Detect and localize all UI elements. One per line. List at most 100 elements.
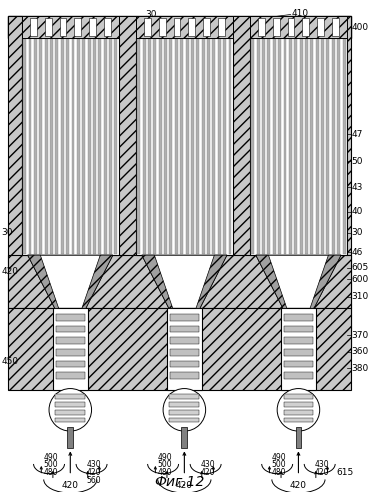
Bar xyxy=(56,418,85,422)
Bar xyxy=(191,38,194,254)
Bar xyxy=(66,38,69,254)
Bar xyxy=(30,18,37,36)
Bar xyxy=(136,38,233,255)
Bar xyxy=(262,38,265,254)
Bar xyxy=(337,38,340,254)
Bar xyxy=(56,314,85,321)
Bar xyxy=(332,18,339,36)
Text: 400: 400 xyxy=(352,22,369,32)
Bar xyxy=(88,38,91,254)
Bar xyxy=(218,38,221,254)
Text: 430: 430 xyxy=(86,460,101,469)
Bar xyxy=(229,38,232,254)
Bar xyxy=(273,38,276,254)
Text: 500: 500 xyxy=(272,460,286,469)
Bar xyxy=(278,38,281,254)
Bar xyxy=(212,38,215,254)
Bar xyxy=(284,360,313,368)
Text: 490: 490 xyxy=(158,452,172,462)
Bar xyxy=(170,349,199,356)
Text: 30: 30 xyxy=(146,10,157,19)
Text: 30: 30 xyxy=(352,228,363,237)
Bar xyxy=(326,38,329,254)
Bar xyxy=(223,38,226,254)
Bar xyxy=(169,394,199,399)
Bar xyxy=(233,16,250,350)
Bar xyxy=(170,360,199,368)
Bar xyxy=(202,38,205,254)
Text: 480: 480 xyxy=(272,468,286,477)
Bar xyxy=(89,18,96,36)
Bar xyxy=(283,394,313,399)
Text: 490: 490 xyxy=(272,452,286,462)
Bar xyxy=(61,38,64,254)
Bar xyxy=(186,38,189,254)
Bar xyxy=(56,372,85,379)
Bar xyxy=(343,38,346,254)
Polygon shape xyxy=(256,255,287,308)
Bar xyxy=(77,38,80,254)
Text: 500: 500 xyxy=(44,460,58,469)
Bar xyxy=(283,38,286,254)
Bar xyxy=(45,38,48,254)
Bar xyxy=(170,372,199,379)
Bar xyxy=(289,38,292,254)
Text: 600: 600 xyxy=(352,275,369,284)
Bar xyxy=(164,38,167,254)
Text: 480: 480 xyxy=(44,468,58,477)
Text: 420: 420 xyxy=(200,468,215,477)
Text: 420: 420 xyxy=(1,267,18,276)
Bar xyxy=(98,38,101,254)
Polygon shape xyxy=(310,255,341,308)
Bar xyxy=(181,427,187,448)
Circle shape xyxy=(277,388,320,431)
Bar xyxy=(175,38,178,254)
Bar xyxy=(9,16,351,38)
Bar xyxy=(137,38,140,254)
Bar xyxy=(180,38,183,254)
Polygon shape xyxy=(256,255,341,308)
Bar xyxy=(142,38,145,254)
Bar xyxy=(136,16,233,38)
Bar xyxy=(207,38,210,254)
Text: 310: 310 xyxy=(352,292,369,301)
Bar xyxy=(250,16,347,38)
Text: 380: 380 xyxy=(352,364,369,373)
Bar xyxy=(196,38,199,254)
Bar xyxy=(203,18,210,36)
Bar xyxy=(284,349,313,356)
Text: 360: 360 xyxy=(352,348,369,356)
Bar xyxy=(9,255,351,308)
Polygon shape xyxy=(142,255,227,308)
Bar xyxy=(337,16,351,350)
Bar xyxy=(284,326,313,332)
Bar xyxy=(170,338,199,344)
Text: 560: 560 xyxy=(86,476,101,485)
Bar xyxy=(53,308,88,390)
Bar xyxy=(56,410,85,414)
Text: 370: 370 xyxy=(352,331,369,340)
Bar xyxy=(56,360,85,368)
Bar xyxy=(45,18,51,36)
Bar xyxy=(104,38,107,254)
Polygon shape xyxy=(82,255,113,308)
Bar xyxy=(60,18,66,36)
Text: 430: 430 xyxy=(200,460,215,469)
Text: 420: 420 xyxy=(86,468,101,477)
Bar xyxy=(283,402,313,407)
Bar xyxy=(34,38,37,254)
Bar xyxy=(170,314,199,321)
Bar xyxy=(104,18,111,36)
Text: 410: 410 xyxy=(292,9,309,18)
Text: 30: 30 xyxy=(1,228,13,237)
Bar xyxy=(281,308,316,390)
Bar xyxy=(82,38,85,254)
Bar xyxy=(56,326,85,332)
Bar xyxy=(188,18,195,36)
Bar xyxy=(283,410,313,414)
Text: 605: 605 xyxy=(352,263,369,272)
Bar xyxy=(296,427,301,448)
Bar xyxy=(9,16,22,350)
Bar xyxy=(169,38,172,254)
Bar xyxy=(167,308,202,390)
